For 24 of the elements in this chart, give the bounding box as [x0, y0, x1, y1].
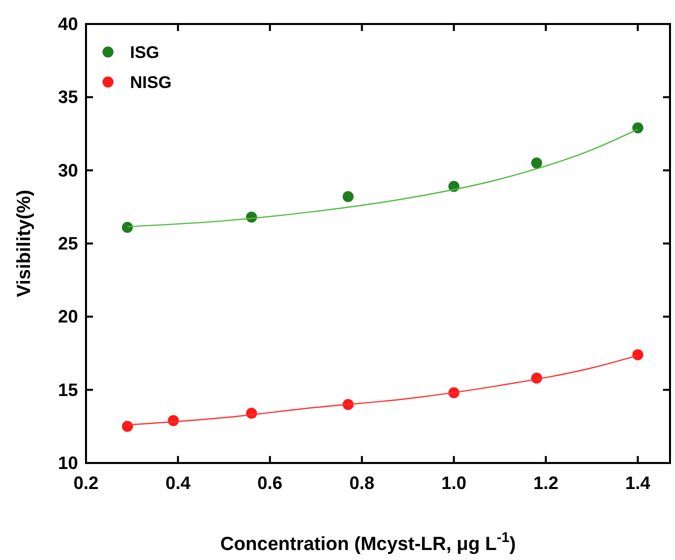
y-tick-label: 35 [58, 87, 78, 108]
point [122, 222, 133, 233]
point [122, 420, 133, 432]
y-axis-title: Visibility(%) [14, 190, 35, 298]
y-tick-label: 30 [58, 160, 78, 180]
x-tick-label: 1.2 [533, 473, 558, 493]
x-tick-label: 0.4 [165, 473, 190, 493]
y-tick-label: 25 [58, 234, 78, 254]
x-tick-label: 0.8 [349, 473, 374, 493]
x-tick-label: 0.2 [73, 473, 99, 493]
x-tick-label: 1.0 [441, 473, 466, 493]
y-tick-label: 15 [58, 380, 78, 400]
point [632, 349, 644, 360]
legend-label: NISG [130, 73, 172, 92]
y-tick-label: 40 [58, 14, 78, 34]
x-tick-label: 0.6 [257, 473, 282, 493]
legend-label: ISG [130, 43, 160, 62]
point [531, 158, 542, 169]
point [342, 191, 354, 202]
y-tick-label: 10 [58, 453, 78, 473]
x-tick-label: 1.4 [625, 473, 650, 493]
point [632, 122, 644, 134]
x-axis-title: Concentration (Mcyst-LR, μg L$^{-1}$) [220, 530, 516, 555]
y-tick-label: 20 [58, 306, 78, 327]
